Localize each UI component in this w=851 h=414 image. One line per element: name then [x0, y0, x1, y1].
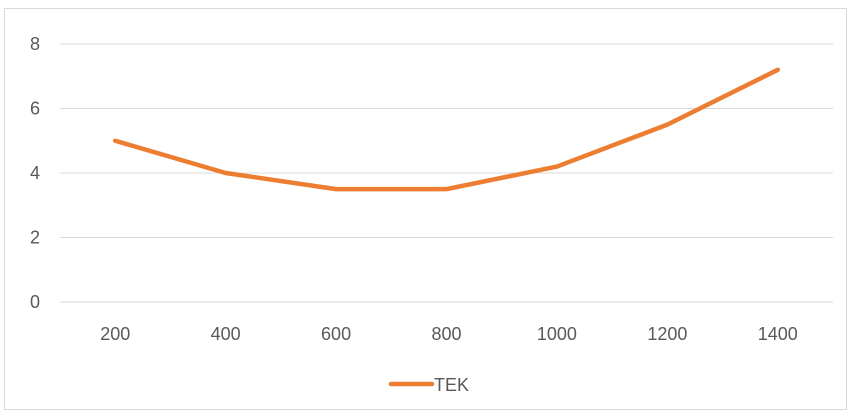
y-tick-label: 2 — [30, 228, 40, 248]
legend-label: TEK — [434, 375, 469, 395]
x-tick-label: 200 — [100, 324, 130, 344]
y-tick-label: 8 — [30, 34, 40, 54]
y-tick-label: 6 — [30, 99, 40, 119]
series-lines — [112, 67, 781, 192]
y-axis-ticks: 0 2 4 6 8 — [30, 34, 40, 312]
y-tick-label: 4 — [30, 163, 40, 183]
x-tick-label: 600 — [321, 324, 351, 344]
x-tick-label: 1000 — [537, 324, 577, 344]
legend: TEK — [388, 375, 469, 395]
x-tick-label: 800 — [431, 324, 461, 344]
x-tick-label: 400 — [211, 324, 241, 344]
x-axis-ticks: 200 400 600 800 1000 1200 1400 — [100, 324, 798, 344]
gridlines — [60, 43, 833, 303]
x-tick-label: 1400 — [758, 324, 798, 344]
y-tick-label: 0 — [30, 292, 40, 312]
series-line-TEK — [112, 67, 781, 192]
chart-frame — [4, 8, 847, 410]
x-tick-label: 1200 — [647, 324, 687, 344]
